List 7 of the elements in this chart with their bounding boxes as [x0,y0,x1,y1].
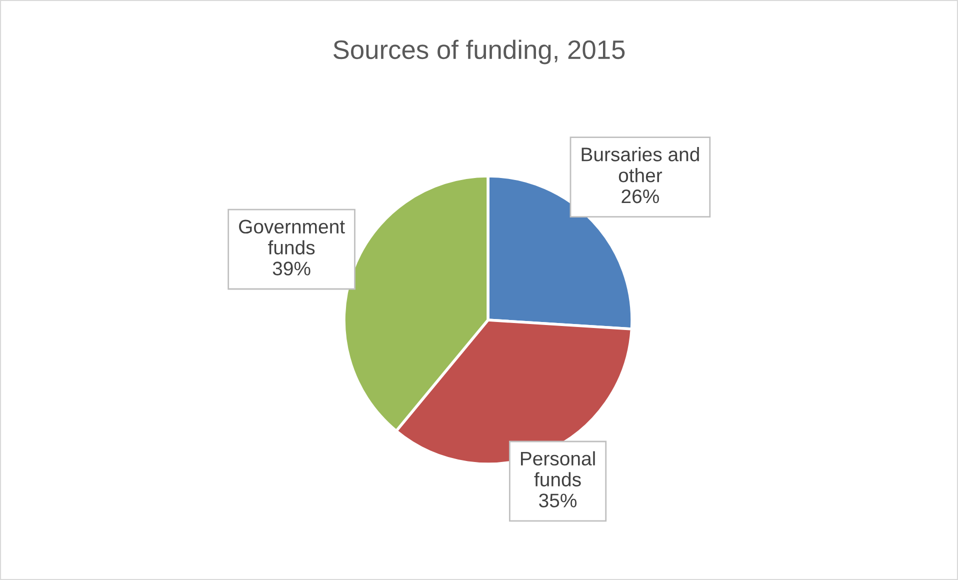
data-label: 35% [539,494,577,508]
slice-label: Personal funds [520,451,595,486]
slice-label: Bursaries and other [582,147,699,182]
data-label: 39% [272,262,310,276]
data-label: 26% [622,189,659,204]
chart-title: Sources of funding, 2015 [334,40,625,64]
slice-label: Government funds [239,220,345,254]
